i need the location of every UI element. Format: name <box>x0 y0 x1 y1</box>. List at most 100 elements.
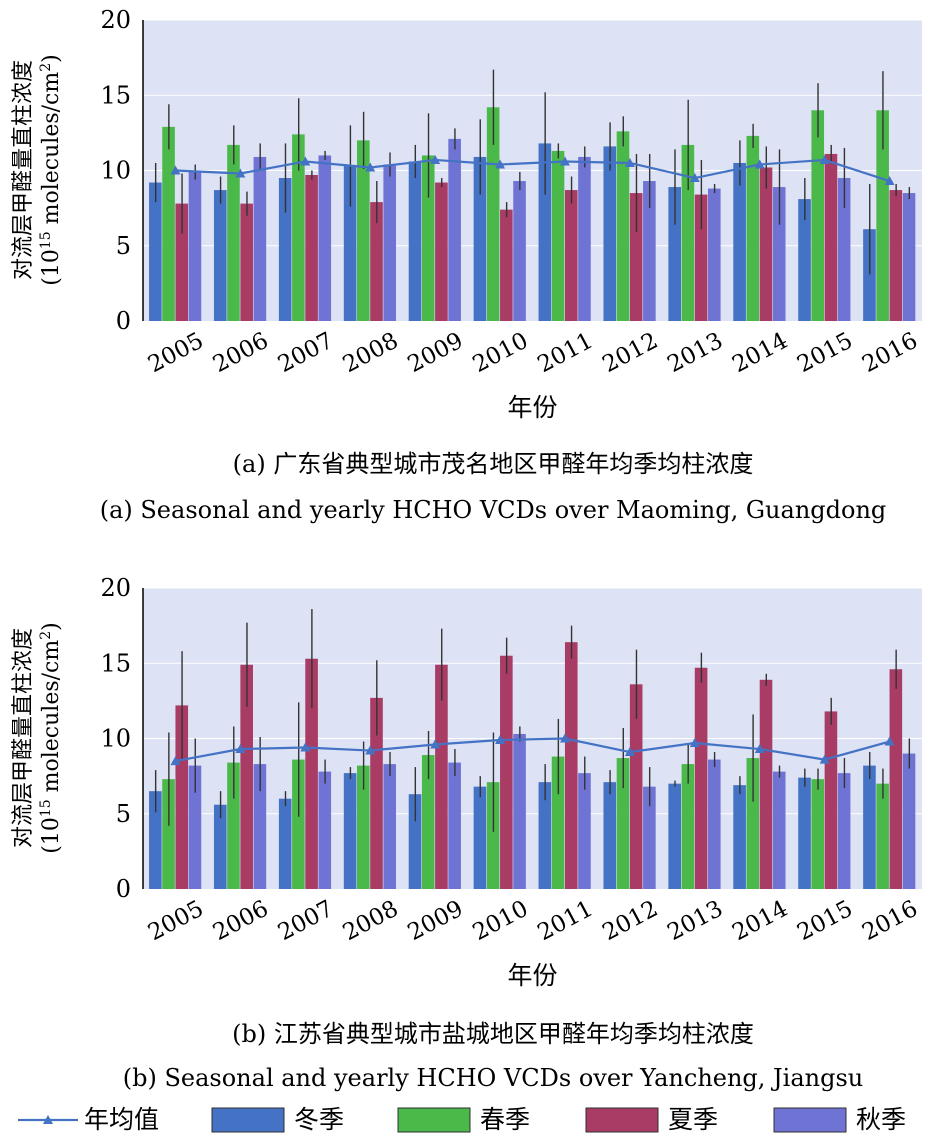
legend: 年均值 冬季 春季 夏季 秋季 <box>18 1105 906 1134</box>
bar-autumn-2007 <box>318 771 332 889</box>
legend-marker <box>43 1115 53 1124</box>
caption-cn: (b) 江苏省典型城市盐城地区甲醛年均季均柱浓度 <box>232 1020 754 1048</box>
chart-panel-a: 0 5 10 15 20 2005 2006 2007 2008 2009 2010 2011 2012… <box>11 6 922 524</box>
yearly-mean-line <box>175 158 890 183</box>
bar-summer-2011 <box>564 642 578 889</box>
yearly-mean-point-2016 <box>884 176 895 186</box>
bar-summer-2007 <box>305 175 318 321</box>
legend-item-winter: 冬季 <box>211 1105 344 1134</box>
bar-spring-2009 <box>421 755 435 889</box>
bar-autumn-2011 <box>578 156 591 321</box>
y-tick-label: 5 <box>116 800 131 828</box>
bar-autumn-2010 <box>513 181 526 321</box>
x-tick-label: 2015 <box>793 896 857 946</box>
bar-winter-2013 <box>668 187 681 321</box>
yearly-mean-point-2009 <box>430 154 441 164</box>
bar-autumn-2006 <box>253 156 267 321</box>
bar-winter-2013 <box>668 783 681 889</box>
bar-spring-2010 <box>486 107 500 321</box>
x-tick-label: 2012 <box>598 896 662 946</box>
bar-autumn-2009 <box>448 762 461 889</box>
bar-summer-2014 <box>759 679 773 889</box>
legend-label: 年均值 <box>84 1105 159 1134</box>
bar-summer-2009 <box>435 664 448 889</box>
bar-autumn-2005 <box>188 172 202 321</box>
bar-winter-2012 <box>603 782 617 889</box>
bar-spring-2005 <box>162 779 175 889</box>
x-axis-label: 年份 <box>507 961 557 990</box>
x-tick-label: 2015 <box>793 328 857 378</box>
bar-winter-2008 <box>343 773 357 889</box>
bar-summer-2010 <box>500 655 513 889</box>
y-axis-label-line1: 对流层甲醛量直柱浓度 <box>11 628 36 848</box>
yearly-mean-point-2016 <box>884 736 895 746</box>
bar-autumn-2005 <box>188 765 202 889</box>
bar-winter-2015 <box>798 199 811 321</box>
y-tick-label: 15 <box>100 81 131 109</box>
bar-autumn-2007 <box>318 155 332 321</box>
y-axis-label-line2: (10 <box>39 817 64 854</box>
x-axis-label: 年份 <box>507 393 557 422</box>
yearly-mean-point-2014 <box>754 744 765 754</box>
bar-summer-2005 <box>175 705 189 889</box>
bar-spring-2006 <box>227 762 240 889</box>
bar-summer-2016 <box>889 190 903 321</box>
y-axis-label-line2: (10 <box>39 249 64 286</box>
chart-panel-b: 0 5 10 15 20 2005 2006 2007 2008 2009 2010 2011 2012… <box>11 574 922 1092</box>
y-tick-label: 0 <box>116 875 131 903</box>
yearly-mean-point-2010 <box>495 735 506 745</box>
yearly-mean-point-2011 <box>559 156 570 166</box>
bar-summer-2012 <box>629 684 643 889</box>
bar-spring-2005 <box>162 126 175 321</box>
bar-spring-2016 <box>876 110 889 321</box>
bar-autumn-2014 <box>772 187 786 321</box>
caption-cn: (a) 广东省典型城市茂名地区甲醛年均季均柱浓度 <box>233 450 754 478</box>
bar-winter-2016 <box>863 765 876 889</box>
x-tick-label: 2005 <box>144 896 208 946</box>
bar-autumn-2014 <box>772 771 786 889</box>
x-tick-label: 2008 <box>339 328 403 378</box>
bar-autumn-2009 <box>448 138 461 321</box>
bar-summer-2014 <box>759 167 773 321</box>
yearly-mean-line <box>175 737 890 763</box>
bar-winter-2011 <box>538 782 552 889</box>
bar-spring-2015 <box>811 110 825 321</box>
bar-spring-2015 <box>811 779 825 889</box>
x-tick-label: 2008 <box>339 896 403 946</box>
x-tick-label: 2014 <box>728 328 792 378</box>
x-tick-label: 2006 <box>209 328 273 378</box>
bar-autumn-2006 <box>253 764 267 889</box>
bar-winter-2008 <box>343 165 357 321</box>
y-axis-label-sup: 15 <box>38 799 54 817</box>
bar-winter-2007 <box>278 178 292 321</box>
bar-autumn-2008 <box>383 764 397 889</box>
bar-autumn-2011 <box>578 773 591 889</box>
bar-spring-2007 <box>292 134 305 321</box>
legend-label: 春季 <box>480 1105 530 1134</box>
bar-winter-2011 <box>538 143 552 321</box>
bar-summer-2006 <box>240 203 253 321</box>
y-axis-label-unit: molecules/cm <box>39 640 64 800</box>
yearly-mean-point-2012 <box>624 157 635 167</box>
legend-swatch <box>585 1107 659 1133</box>
bar-spring-2009 <box>421 155 435 321</box>
x-tick-label: 2010 <box>469 328 533 378</box>
bar-winter-2014 <box>733 162 746 321</box>
legend-label: 夏季 <box>668 1105 718 1134</box>
x-tick-label: 2014 <box>728 896 792 946</box>
yearly-mean-point-2010 <box>495 159 506 169</box>
y-tick-label: 0 <box>116 307 131 335</box>
yearly-mean-point-2011 <box>559 733 570 743</box>
y-axis-label-sup: 15 <box>38 231 54 249</box>
yearly-mean-point-2007 <box>300 156 311 166</box>
y-axis-label: 对流层甲醛量直柱浓度 (1015 molecules/cm2) <box>11 54 64 286</box>
bar-summer-2007 <box>305 658 318 889</box>
yearly-mean-point-2005 <box>170 165 181 175</box>
bar-spring-2016 <box>876 783 889 889</box>
x-tick-label: 2007 <box>274 328 338 378</box>
yearly-mean-point-2013 <box>689 738 700 748</box>
y-axis-label-close: ) <box>39 622 64 631</box>
x-tick-label: 2006 <box>209 896 273 946</box>
bar-winter-2010 <box>473 156 487 321</box>
